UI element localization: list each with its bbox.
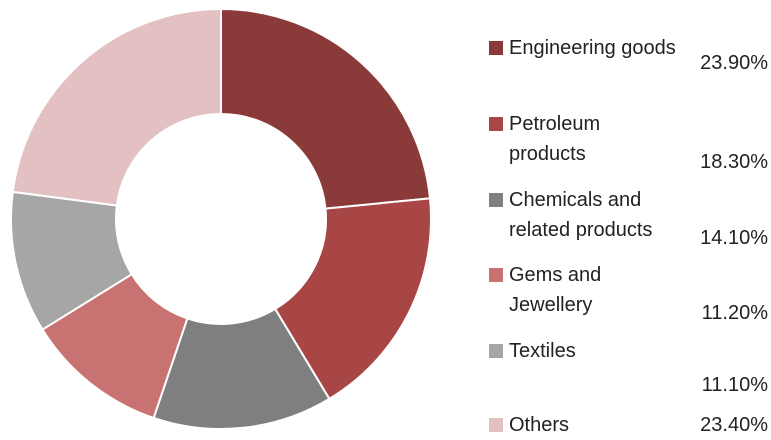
legend-label: Textiles	[509, 340, 576, 362]
value-label: 23.90%	[700, 52, 768, 74]
value-label: 23.40%	[700, 414, 768, 436]
legend-swatch	[489, 268, 503, 282]
legend-swatch	[489, 344, 503, 358]
legend-label: Petroleum products	[509, 113, 601, 165]
value-label: 18.30%	[700, 151, 768, 173]
legend-label: Chemicals and related products	[509, 189, 653, 241]
donut-slice	[220, 7, 432, 210]
donut-slice	[11, 7, 222, 207]
donut-slice	[152, 307, 331, 430]
legend-swatch	[489, 41, 503, 55]
donut-slice	[273, 197, 432, 401]
legend-label: Engineering goods	[509, 37, 676, 59]
value-label: 14.10%	[700, 227, 768, 249]
legend-swatch	[489, 117, 503, 131]
legend-swatch	[489, 193, 503, 207]
legend-label: Gems and Jewellery	[509, 264, 602, 316]
value-label: 11.10%	[701, 374, 768, 396]
value-label: 11.20%	[701, 302, 768, 324]
legend-label: Others	[509, 414, 570, 436]
legend-swatch	[489, 418, 503, 432]
